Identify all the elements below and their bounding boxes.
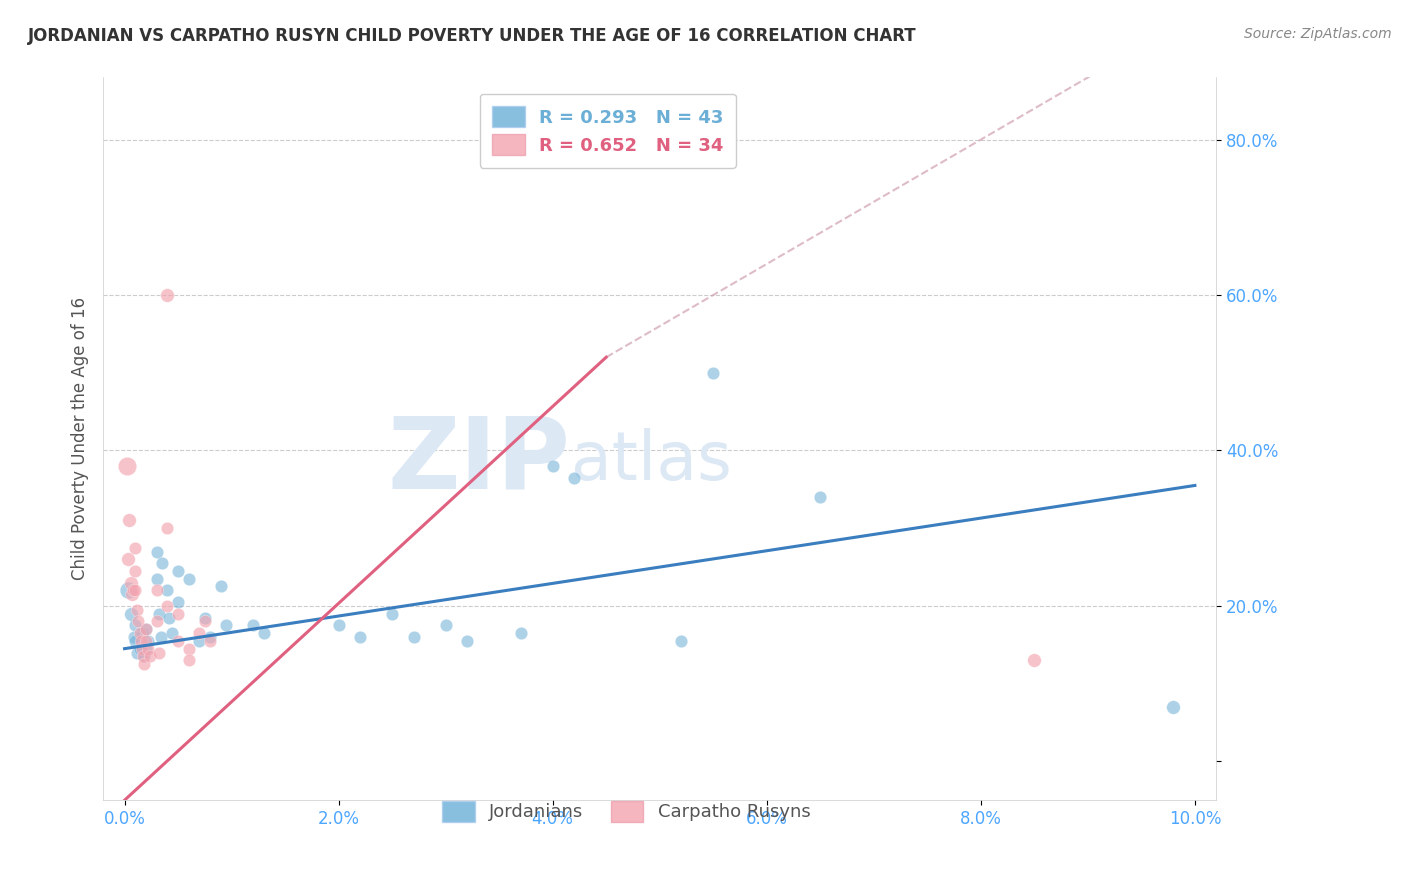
Point bbox=[669, 633, 692, 648]
Point bbox=[135, 633, 157, 648]
Text: JORDANIAN VS CARPATHO RUSYN CHILD POVERTY UNDER THE AGE OF 16 CORRELATION CHART: JORDANIAN VS CARPATHO RUSYN CHILD POVERT… bbox=[28, 27, 917, 45]
Point bbox=[156, 521, 179, 535]
Point bbox=[124, 541, 146, 555]
Point bbox=[117, 583, 139, 598]
Y-axis label: Child Poverty Under the Age of 16: Child Poverty Under the Age of 16 bbox=[72, 297, 89, 581]
Point bbox=[177, 572, 200, 586]
Point bbox=[253, 626, 276, 640]
Point bbox=[156, 583, 179, 598]
Point bbox=[148, 646, 170, 660]
Point bbox=[198, 630, 221, 644]
Point bbox=[159, 610, 181, 624]
Point bbox=[145, 583, 167, 598]
Point bbox=[177, 653, 200, 667]
Point bbox=[349, 630, 371, 644]
Point bbox=[120, 607, 142, 621]
Point bbox=[1163, 700, 1185, 714]
Point bbox=[402, 630, 425, 644]
Point bbox=[145, 615, 167, 629]
Point bbox=[145, 572, 167, 586]
Point bbox=[124, 633, 146, 648]
Point bbox=[167, 595, 190, 609]
Point bbox=[131, 626, 153, 640]
Point bbox=[128, 626, 150, 640]
Legend: Jordanians, Carpatho Rusyns: Jordanians, Carpatho Rusyns bbox=[430, 789, 823, 835]
Point bbox=[132, 657, 155, 672]
Point bbox=[127, 615, 149, 629]
Point bbox=[121, 587, 143, 601]
Text: ZIP: ZIP bbox=[388, 412, 571, 509]
Point bbox=[117, 552, 139, 566]
Point bbox=[118, 513, 141, 527]
Point bbox=[122, 630, 145, 644]
Point bbox=[145, 544, 167, 558]
Point bbox=[120, 575, 142, 590]
Point bbox=[702, 366, 724, 380]
Point bbox=[139, 649, 162, 664]
Point bbox=[129, 633, 152, 648]
Point bbox=[150, 556, 173, 570]
Point bbox=[188, 626, 211, 640]
Point bbox=[215, 618, 238, 632]
Point bbox=[209, 580, 232, 594]
Point bbox=[115, 458, 138, 473]
Point bbox=[167, 607, 190, 621]
Point bbox=[808, 490, 831, 504]
Point bbox=[132, 649, 155, 664]
Point bbox=[124, 618, 146, 632]
Point bbox=[1024, 653, 1046, 667]
Point bbox=[135, 622, 157, 636]
Point bbox=[456, 633, 478, 648]
Point bbox=[122, 583, 145, 598]
Point bbox=[124, 583, 146, 598]
Point bbox=[434, 618, 457, 632]
Point bbox=[541, 458, 564, 473]
Point bbox=[136, 641, 159, 656]
Text: Source: ZipAtlas.com: Source: ZipAtlas.com bbox=[1244, 27, 1392, 41]
Point bbox=[381, 607, 404, 621]
Point bbox=[177, 641, 200, 656]
Point bbox=[328, 618, 350, 632]
Point bbox=[131, 641, 153, 656]
Point bbox=[135, 622, 157, 636]
Point bbox=[127, 603, 149, 617]
Point bbox=[167, 564, 190, 578]
Point bbox=[242, 618, 264, 632]
Point bbox=[156, 599, 179, 613]
Point bbox=[135, 641, 157, 656]
Point bbox=[194, 615, 217, 629]
Point bbox=[132, 649, 155, 664]
Point bbox=[562, 471, 585, 485]
Point bbox=[160, 626, 183, 640]
Point bbox=[136, 633, 159, 648]
Point bbox=[149, 630, 172, 644]
Point bbox=[156, 288, 179, 302]
Point bbox=[127, 646, 149, 660]
Point bbox=[148, 607, 170, 621]
Point bbox=[128, 641, 150, 656]
Point bbox=[167, 633, 190, 648]
Point bbox=[194, 610, 217, 624]
Point bbox=[198, 633, 221, 648]
Point bbox=[124, 564, 146, 578]
Point bbox=[509, 626, 531, 640]
Point bbox=[188, 633, 211, 648]
Text: atlas: atlas bbox=[571, 427, 731, 493]
